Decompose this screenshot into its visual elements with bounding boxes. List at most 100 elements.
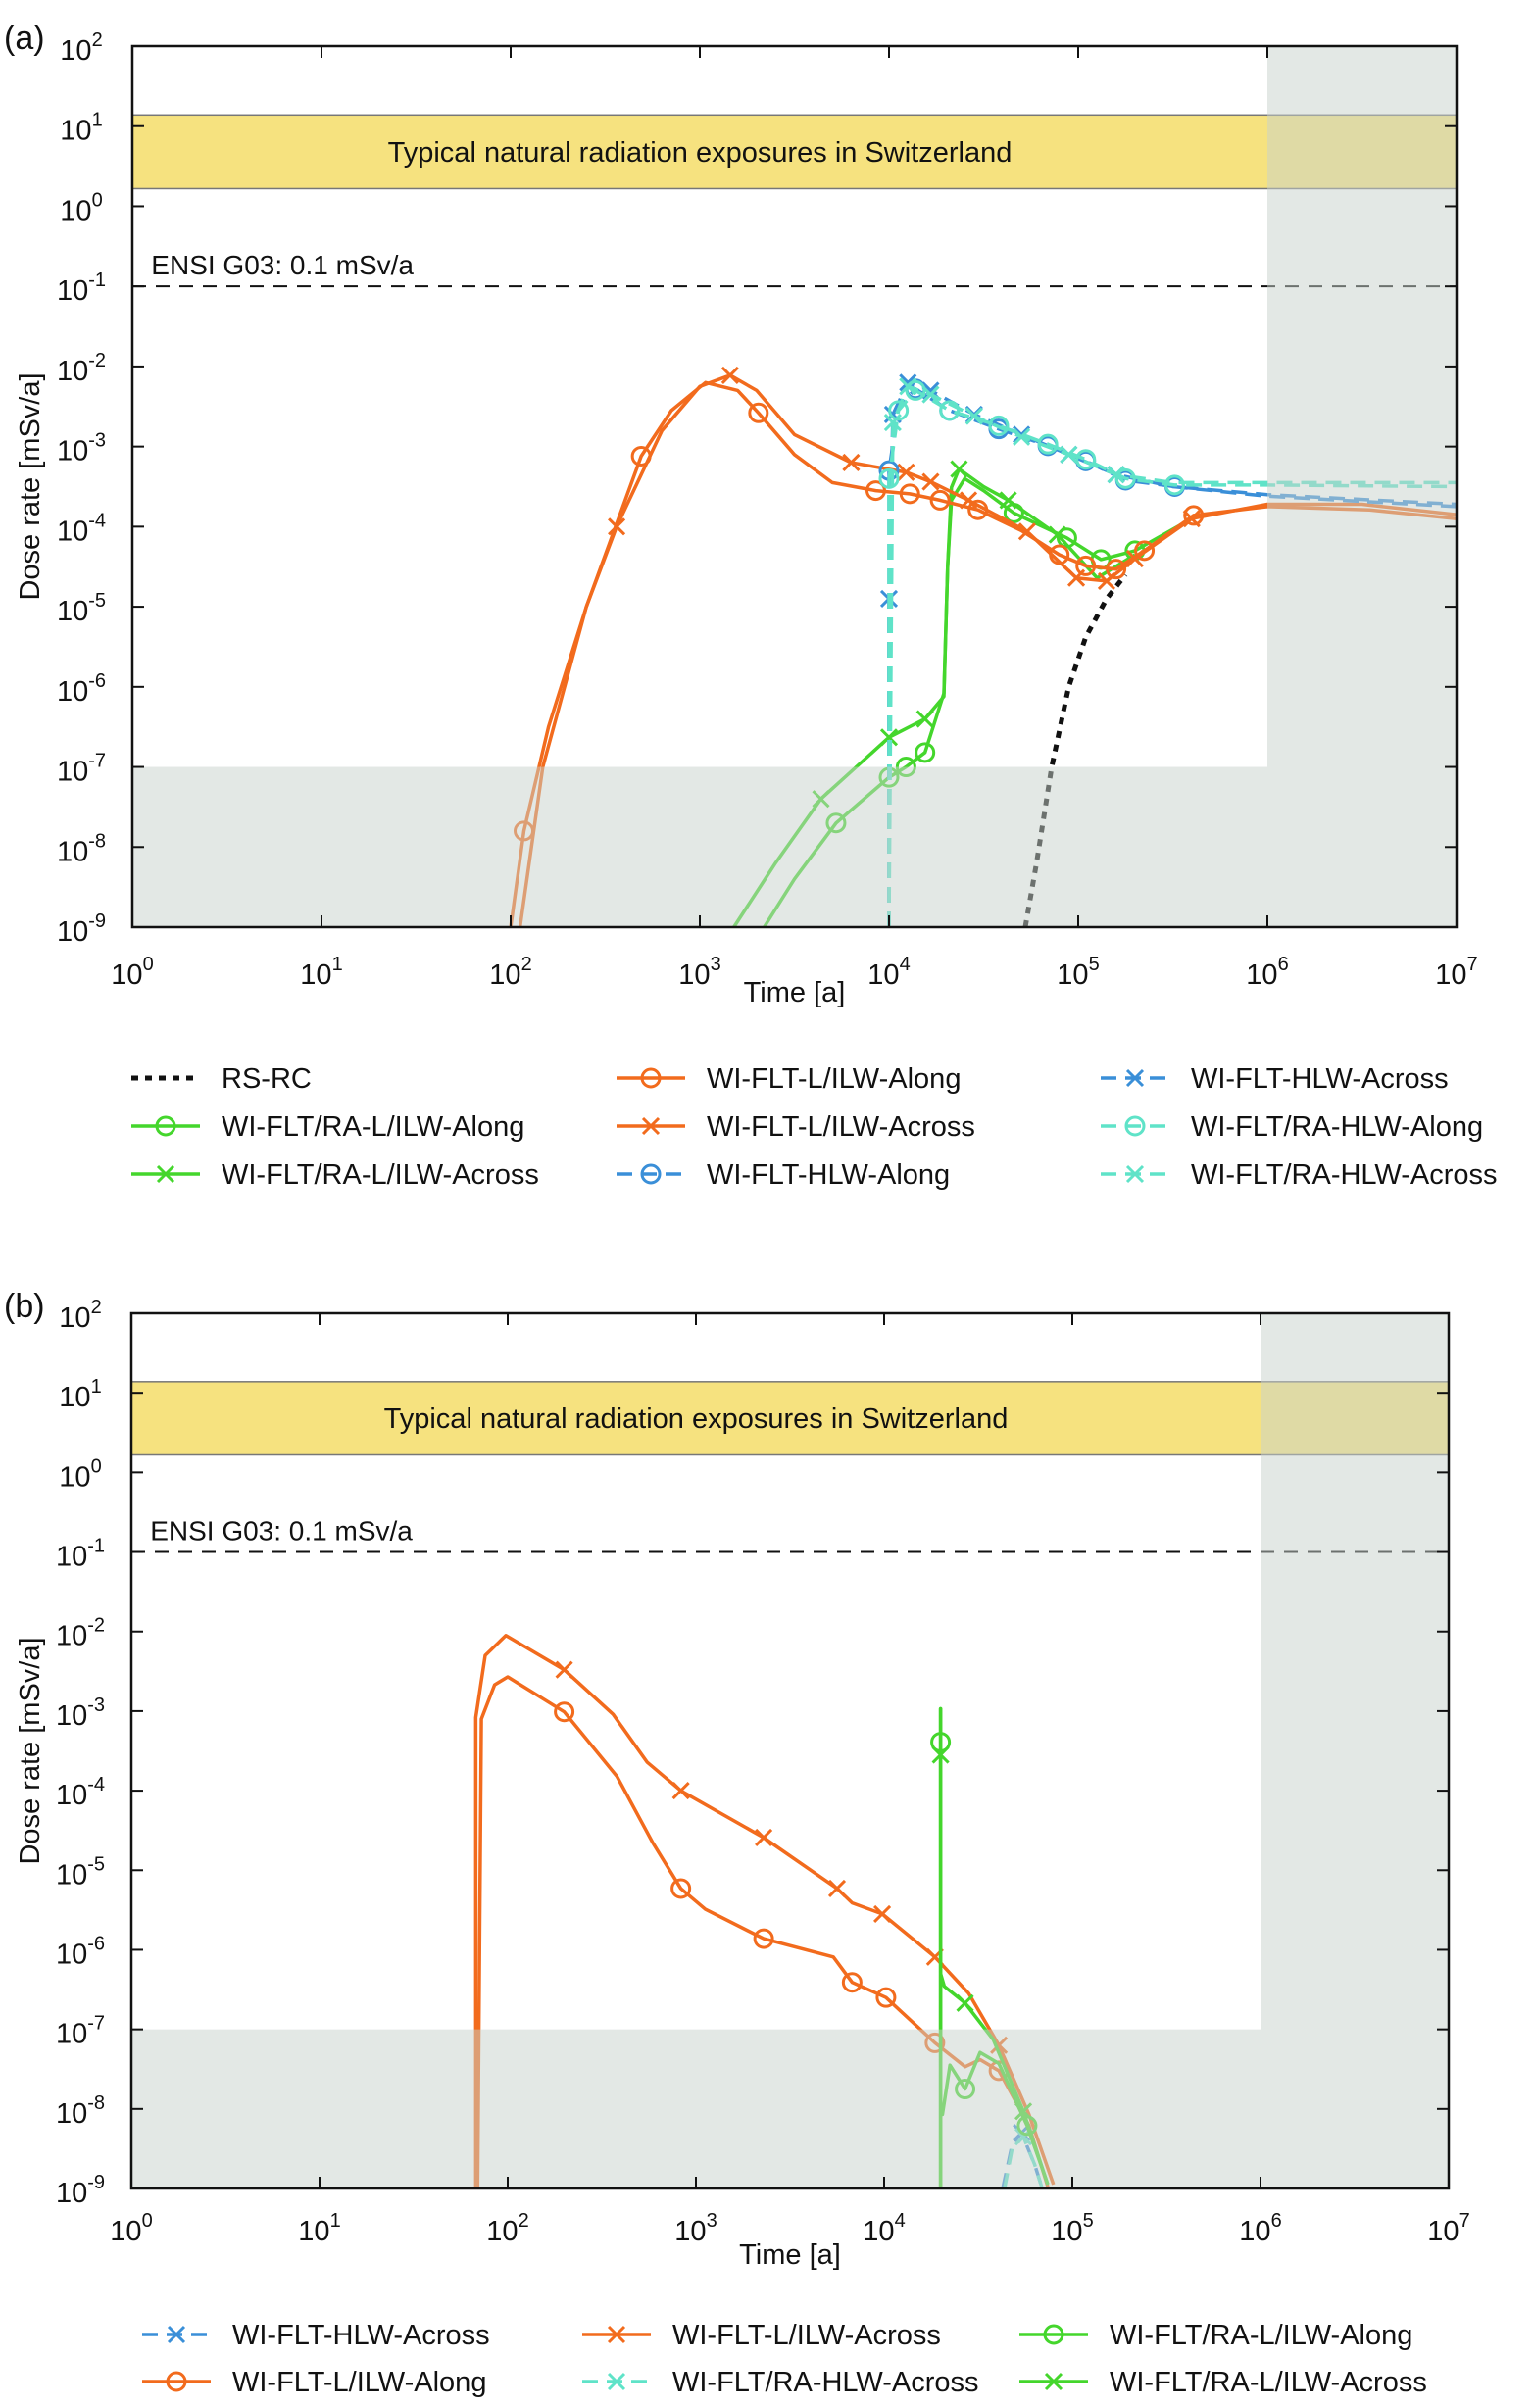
data-point-1-12 [875,1987,897,2008]
x-tick-exponent: 6 [1271,2210,1282,2232]
y-tick-label: 10-8 [56,2092,105,2130]
y-tick-exponent: -5 [88,590,106,612]
data-point-2-3 [879,728,899,747]
x-tick-label: 104 [867,954,910,991]
data-point-4-15 [1097,571,1116,590]
data-point-7-4 [939,400,961,421]
natural-exposure-band [130,1381,1450,1456]
x-tick-label: 106 [1239,2210,1281,2247]
y-tick-exponent: 1 [91,1376,102,1398]
threshold-label: ENSI G03: 0.1 mSv/a [151,250,414,280]
y-tick-label: 100 [60,189,102,226]
band-label: Typical natural radiation exposures in S… [388,137,1013,169]
x-tick-exponent: 6 [1278,954,1289,975]
y-tick-exponent: 0 [91,1455,102,1477]
y-tick-exponent: 0 [92,189,103,211]
y-tick-base: 10 [57,596,88,627]
data-point-1-11 [841,1972,863,1993]
data-point-4-10 [897,463,915,481]
y-tick-base: 10 [56,1859,87,1891]
data-point-3-12 [899,483,920,505]
series-line-7 [887,388,1457,927]
data-point-1-9 [753,1928,774,1949]
data-point-2-8 [950,460,968,478]
legend-label-0: RS-RC [222,1063,312,1095]
y-tick-exponent: -7 [87,2013,105,2035]
x-tick-label: 103 [678,954,720,991]
x-tick-label: 101 [300,954,342,991]
data-point-7-2 [888,400,910,421]
data-point-2-11 [1048,525,1066,544]
y-tick-exponent: 2 [91,1297,102,1318]
x-tick-base: 10 [489,959,520,991]
y-tick-label: 10-6 [56,1933,105,1970]
data-point-8-1 [883,414,902,432]
legend: RS-RC WI-FLT/RA-L/ILW-Along WI-FLT/RA-L/IL… [131,1063,1498,1191]
x-tick-exponent: 3 [707,2210,717,2232]
panel-a: Typical natural radiation exposures in S… [4,20,1498,1191]
x-tick-label: 103 [674,2210,717,2247]
legend-label-4: WI-FLT/RA-L/ILW-Along [1110,2320,1412,2351]
x-tick-exponent: 7 [1459,2210,1470,2232]
y-tick-base: 10 [57,757,88,788]
x-tick-label: 102 [489,954,531,991]
legend-marker-1 [155,1115,176,1137]
y-tick-base: 10 [56,1939,87,1970]
data-point-8-2 [899,377,917,396]
y-tick-base: 10 [59,1382,90,1413]
x-tick-exponent: 1 [330,2210,341,2232]
y-tick-exponent: -9 [88,910,106,932]
y-tick-base: 10 [56,1700,87,1732]
x-tick-base: 10 [678,959,710,991]
data-point-3-8 [748,402,769,423]
x-tick-base: 10 [298,2216,329,2247]
y-tick-exponent: -1 [88,270,106,291]
series-line-6 [887,380,1457,927]
data-point-7-9 [1163,474,1185,496]
shaded-region-late-time [1267,46,1457,927]
y-tick-base: 10 [56,2098,87,2130]
legend-label-8: WI-FLT/RA-HLW-Across [1191,1159,1498,1191]
data-point-1-7 [670,1878,692,1899]
x-tick-exponent: 5 [1089,954,1100,975]
y-tick-exponent: -6 [87,1933,105,1954]
y-tick-base: 10 [57,516,88,547]
data-point-2-8 [755,1828,773,1847]
data-point-4-3 [608,517,626,536]
y-tick-exponent: -6 [88,670,106,692]
y-tick-base: 10 [57,916,88,948]
y-tick-base: 10 [56,1542,87,1573]
y-tick-label: 10-2 [57,350,106,387]
y-tick-base: 10 [57,836,88,867]
data-point-7-7 [1075,449,1097,470]
x-tick-exponent: 1 [332,954,343,975]
y-tick-exponent: -8 [88,830,106,852]
y-tick-label: 101 [59,1376,101,1413]
y-tick-label: 10-5 [57,590,106,627]
y-tick-exponent: -3 [87,1695,105,1716]
legend-marker-5 [640,1163,662,1185]
x-tick-label: 100 [111,954,153,991]
y-tick-base: 10 [60,116,91,147]
x-tick-base: 10 [1239,2216,1270,2247]
y-tick-exponent: -7 [88,751,106,772]
panel-b: Typical natural radiation exposures in S… [4,1288,1470,2398]
legend-marker-6 [1125,1068,1145,1088]
y-tick-base: 10 [59,1461,90,1493]
x-tick-label: 100 [110,2210,152,2247]
legend-marker-8 [1125,1164,1145,1184]
y-tick-base: 10 [57,275,88,307]
x-tick-exponent: 4 [900,954,911,975]
data-point-4-9 [842,453,861,472]
data-point-5-2 [931,1745,950,1764]
data-point-8-7 [1107,466,1125,484]
x-tick-base: 10 [867,959,899,991]
y-tick-label: 102 [60,29,102,67]
data-point-3-13 [929,489,951,511]
legend-marker-7 [1124,1115,1146,1137]
y-tick-exponent: -1 [87,1536,105,1557]
x-tick-label: 105 [1057,954,1099,991]
data-point-2-4 [915,710,934,728]
x-tick-label: 107 [1435,954,1477,991]
